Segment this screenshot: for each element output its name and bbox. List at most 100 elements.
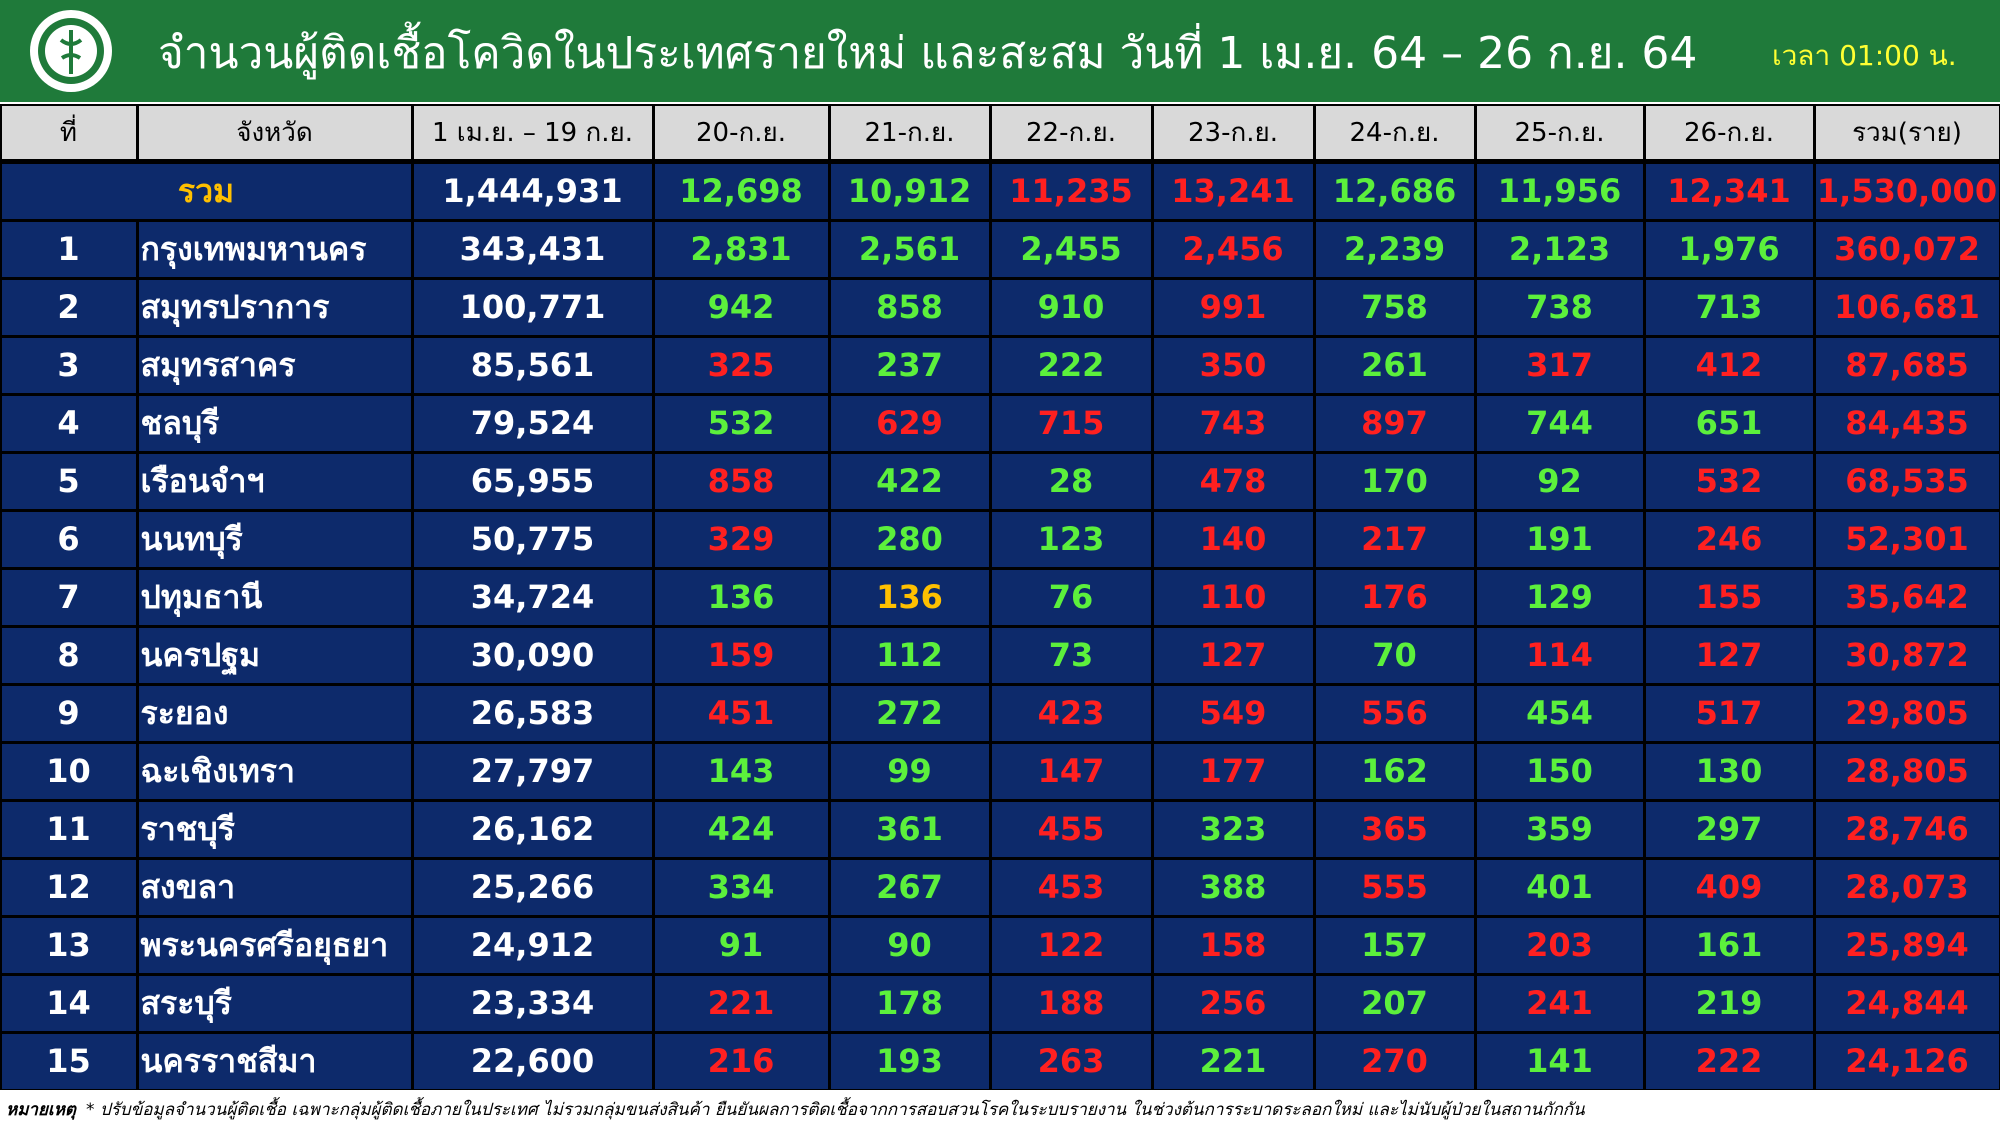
count-cell: 532 [1645,453,1813,509]
count-cell: 28,073 [1815,859,1999,915]
count-cell: 27,797 [413,743,652,799]
count-cell: 424 [654,801,828,857]
rank: 1 [1,221,136,277]
count-cell: 222 [1645,1033,1813,1089]
total-cell: 1,530,000 [1815,163,1999,219]
count-cell: 713 [1645,279,1813,335]
count-cell: 35,642 [1815,569,1999,625]
count-cell: 177 [1153,743,1313,799]
count-cell: 350 [1153,337,1313,393]
count-cell: 170 [1315,453,1474,509]
column-header: 24-ก.ย. [1315,105,1474,159]
count-cell: 858 [830,279,989,335]
count-cell: 858 [654,453,828,509]
count-cell: 715 [991,395,1151,451]
count-cell: 129 [1476,569,1643,625]
count-cell: 30,872 [1815,627,1999,683]
count-cell: 549 [1153,685,1313,741]
count-cell: 87,685 [1815,337,1999,393]
count-cell: 216 [654,1033,828,1089]
total-cell: 12,698 [654,163,828,219]
count-cell: 24,844 [1815,975,1999,1031]
count-cell: 361 [830,801,989,857]
column-header: 22-ก.ย. [991,105,1151,159]
count-cell: 409 [1645,859,1813,915]
count-cell: 65,955 [413,453,652,509]
rank: 8 [1,627,136,683]
column-header: 1 เม.ย. – 19 ก.ย. [413,105,652,159]
count-cell: 555 [1315,859,1474,915]
count-cell: 451 [654,685,828,741]
count-cell: 629 [830,395,989,451]
total-cell: 11,235 [991,163,1151,219]
count-cell: 2,123 [1476,221,1643,277]
province: ระยอง [138,685,411,741]
rank: 5 [1,453,136,509]
count-cell: 323 [1153,801,1313,857]
count-cell: 246 [1645,511,1813,567]
count-cell: 176 [1315,569,1474,625]
total-cell: 13,241 [1153,163,1313,219]
total-cell: 1,444,931 [413,163,652,219]
count-cell: 28,746 [1815,801,1999,857]
count-cell: 910 [991,279,1151,335]
count-cell: 73 [991,627,1151,683]
total-label: รวม [1,163,411,219]
count-cell: 193 [830,1033,989,1089]
count-cell: 110 [1153,569,1313,625]
count-cell: 100,771 [413,279,652,335]
count-cell: 455 [991,801,1151,857]
count-cell: 329 [654,511,828,567]
total-cell: 10,912 [830,163,989,219]
count-cell: 161 [1645,917,1813,973]
count-cell: 651 [1645,395,1813,451]
count-cell: 743 [1153,395,1313,451]
column-header: จังหวัด [138,105,411,159]
count-cell: 191 [1476,511,1643,567]
count-cell: 29,805 [1815,685,1999,741]
title-bar: จำนวนผู้ติดเชื้อโควิดในประเทศรายใหม่ และ… [0,0,2000,102]
count-cell: 412 [1645,337,1813,393]
province: กรุงเทพมหานคร [138,221,411,277]
count-cell: 127 [1645,627,1813,683]
count-cell: 897 [1315,395,1474,451]
count-cell: 79,524 [413,395,652,451]
count-cell: 297 [1645,801,1813,857]
count-cell: 24,912 [413,917,652,973]
count-cell: 453 [991,859,1151,915]
count-cell: 92 [1476,453,1643,509]
count-cell: 24,126 [1815,1033,1999,1089]
count-cell: 207 [1315,975,1474,1031]
province: นครปฐม [138,627,411,683]
count-cell: 359 [1476,801,1643,857]
count-cell: 263 [991,1033,1151,1089]
count-cell: 219 [1645,975,1813,1031]
count-cell: 99 [830,743,989,799]
count-cell: 114 [1476,627,1643,683]
count-cell: 261 [1315,337,1474,393]
column-header: 26-ก.ย. [1645,105,1813,159]
column-header: รวม(ราย) [1815,105,1999,159]
count-cell: 343,431 [413,221,652,277]
rank: 2 [1,279,136,335]
rank: 7 [1,569,136,625]
table: ที่ จังหวัด 1 เม.ย. – 19 ก.ย. 20-ก.ย. 21-ก.ย… [0,104,2000,1090]
column-header: 21-ก.ย. [830,105,989,159]
count-cell: 237 [830,337,989,393]
count-cell: 130 [1645,743,1813,799]
count-cell: 178 [830,975,989,1031]
count-cell: 423 [991,685,1151,741]
report-time: เวลา 01:00 น. [1772,39,1957,72]
count-cell: 2,561 [830,221,989,277]
count-cell: 50,775 [413,511,652,567]
count-cell: 76 [991,569,1151,625]
count-cell: 28,805 [1815,743,1999,799]
count-cell: 270 [1315,1033,1474,1089]
count-cell: 217 [1315,511,1474,567]
count-cell: 68,535 [1815,453,1999,509]
count-cell: 34,724 [413,569,652,625]
rank: 15 [1,1033,136,1089]
rank: 6 [1,511,136,567]
count-cell: 106,681 [1815,279,1999,335]
count-cell: 221 [654,975,828,1031]
